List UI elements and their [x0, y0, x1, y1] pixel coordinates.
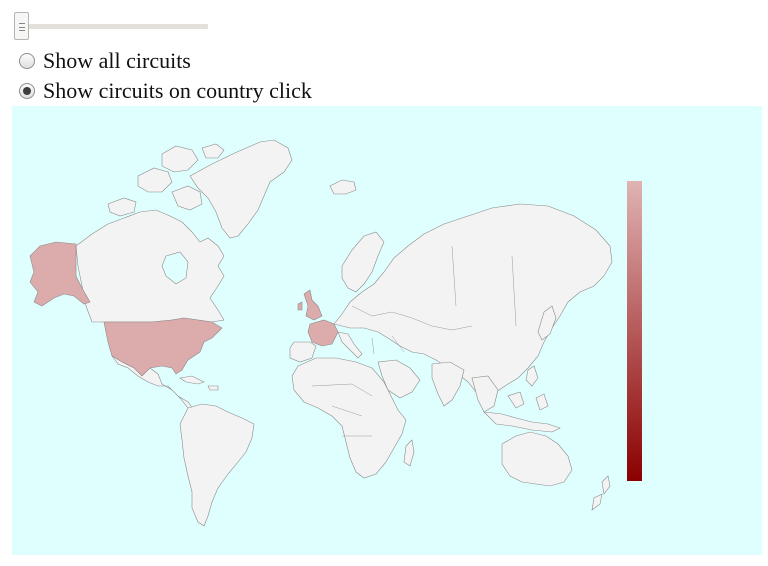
- slider-track[interactable]: [18, 24, 208, 29]
- radio-button-show-on-click[interactable]: [19, 83, 35, 99]
- country-madagascar[interactable]: [403, 439, 415, 467]
- world-map-svg[interactable]: [12, 106, 762, 555]
- radio-label-show-all: Show all circuits: [43, 48, 191, 73]
- country-eurasia[interactable]: [333, 203, 613, 399]
- country-africa[interactable]: [291, 357, 407, 479]
- country-united-kingdom[interactable]: [297, 289, 323, 321]
- country-southeast-asia[interactable]: [471, 375, 499, 413]
- country-spain[interactable]: [289, 341, 317, 363]
- country-arabia[interactable]: [377, 359, 421, 399]
- country-scandinavia[interactable]: [341, 231, 385, 293]
- country-greenland[interactable]: [189, 139, 293, 239]
- country-australia[interactable]: [501, 431, 573, 487]
- country-philippines[interactable]: [525, 365, 539, 387]
- country-cuba[interactable]: [179, 375, 219, 391]
- radio-show-all[interactable]: Show all circuits: [19, 48, 191, 74]
- country-alaska[interactable]: [29, 241, 91, 307]
- country-iceland[interactable]: [329, 179, 357, 195]
- world-map[interactable]: [12, 106, 762, 555]
- radio-button-show-all[interactable]: [19, 53, 35, 69]
- country-italy[interactable]: [337, 331, 363, 359]
- grip-icon: [19, 23, 25, 31]
- country-canada-islands[interactable]: [107, 143, 225, 217]
- country-indonesia[interactable]: [483, 391, 561, 433]
- slider-handle[interactable]: [14, 12, 29, 40]
- country-japan[interactable]: [537, 305, 557, 341]
- country-united-states[interactable]: [103, 317, 223, 377]
- country-india[interactable]: [431, 361, 465, 407]
- country-canada[interactable]: [75, 209, 225, 323]
- country-new-zealand[interactable]: [591, 475, 611, 511]
- legend-color-bar: [627, 181, 642, 481]
- country-france[interactable]: [307, 319, 339, 347]
- radio-show-on-click[interactable]: Show circuits on country click: [19, 78, 312, 104]
- country-south-america[interactable]: [179, 403, 255, 527]
- radio-label-show-on-click: Show circuits on country click: [43, 78, 312, 103]
- circuit-slider[interactable]: [14, 12, 210, 42]
